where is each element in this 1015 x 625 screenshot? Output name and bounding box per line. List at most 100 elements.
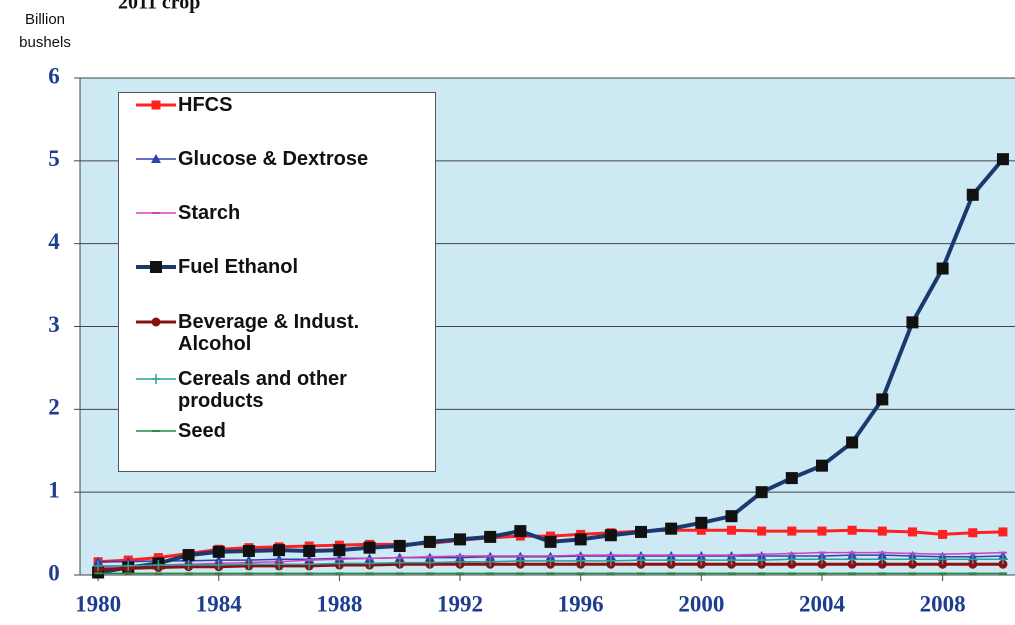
marker xyxy=(151,374,161,384)
marker xyxy=(455,556,466,567)
marker xyxy=(183,560,194,571)
marker xyxy=(696,555,707,566)
marker xyxy=(394,557,405,568)
marker xyxy=(151,317,161,327)
marker xyxy=(907,527,917,537)
y-tick-label: 0 xyxy=(48,560,60,585)
marker xyxy=(816,554,827,565)
marker xyxy=(605,555,616,566)
marker xyxy=(785,472,798,485)
y-tick-label: 6 xyxy=(48,63,60,88)
marker xyxy=(998,527,1008,537)
marker xyxy=(847,554,858,565)
marker xyxy=(907,554,918,565)
marker xyxy=(787,526,797,536)
marker xyxy=(604,529,617,542)
marker xyxy=(726,555,737,566)
x-tick-label: 1988 xyxy=(316,591,362,616)
marker xyxy=(877,526,887,536)
marker xyxy=(153,560,164,571)
marker xyxy=(757,526,767,536)
marker xyxy=(575,555,586,566)
marker xyxy=(213,560,224,571)
marker xyxy=(966,188,979,201)
marker xyxy=(544,535,557,548)
x-tick-label: 1996 xyxy=(558,591,604,616)
x-tick-label: 2000 xyxy=(678,591,724,616)
x-tick-label: 1992 xyxy=(437,591,483,616)
marker xyxy=(997,554,1008,565)
marker xyxy=(877,554,888,565)
marker xyxy=(876,393,889,406)
marker xyxy=(484,530,497,543)
marker xyxy=(243,559,254,570)
legend-symbol xyxy=(136,100,176,110)
marker xyxy=(333,544,346,557)
legend-symbol xyxy=(136,430,176,432)
x-tick-label: 2004 xyxy=(799,591,846,616)
marker xyxy=(212,545,225,558)
marker xyxy=(815,459,828,472)
y-tick-label: 1 xyxy=(48,477,60,502)
marker xyxy=(545,555,556,566)
legend-label: Glucose & Dextrose xyxy=(178,148,369,170)
legend-symbol xyxy=(136,261,176,273)
legend-label: Fuel Ethanol xyxy=(178,256,298,278)
marker xyxy=(756,555,767,566)
marker xyxy=(304,559,315,570)
marker xyxy=(695,516,708,529)
marker xyxy=(846,436,859,449)
marker xyxy=(123,560,134,571)
y-axis-label-1: Billion xyxy=(25,11,65,28)
marker xyxy=(786,554,797,565)
marker xyxy=(906,316,919,329)
y-tick-label: 3 xyxy=(48,312,60,337)
marker xyxy=(938,529,948,539)
y-axis-label-2: bushels xyxy=(19,34,71,51)
marker xyxy=(151,154,161,163)
marker xyxy=(515,555,526,566)
y-tick-label: 2 xyxy=(48,395,60,420)
marker xyxy=(150,261,162,273)
marker xyxy=(755,486,768,499)
marker xyxy=(424,557,435,568)
marker xyxy=(274,559,285,570)
marker xyxy=(514,525,527,538)
marker xyxy=(363,541,376,554)
marker xyxy=(666,555,677,566)
marker xyxy=(485,556,496,567)
y-tick-label: 5 xyxy=(48,146,60,171)
legend xyxy=(118,92,436,472)
marker xyxy=(996,153,1009,166)
marker xyxy=(242,544,255,557)
marker xyxy=(968,528,978,538)
marker xyxy=(151,100,161,110)
marker xyxy=(393,540,406,553)
marker xyxy=(725,510,738,523)
x-tick-label: 1984 xyxy=(196,591,243,616)
legend-label: Beverage & Indust. Alcohol xyxy=(178,311,360,355)
legend-label: Starch xyxy=(178,202,241,224)
legend-symbol xyxy=(136,374,176,384)
marker xyxy=(213,555,224,565)
marker xyxy=(665,522,678,535)
legend-symbol xyxy=(136,212,176,214)
legend-label: HFCS xyxy=(178,94,233,116)
marker xyxy=(182,549,195,562)
x-tick-label: 2008 xyxy=(920,591,966,616)
legend-symbol xyxy=(136,154,176,163)
marker xyxy=(423,535,436,548)
marker xyxy=(817,526,827,536)
marker xyxy=(273,544,286,557)
marker xyxy=(454,533,467,546)
marker xyxy=(635,525,647,538)
marker xyxy=(696,525,706,535)
marker xyxy=(334,558,345,569)
marker xyxy=(574,533,587,546)
marker xyxy=(93,560,104,571)
marker xyxy=(303,544,316,557)
subtitle: 2011 crop xyxy=(118,0,200,14)
marker xyxy=(726,525,736,535)
marker xyxy=(936,262,949,275)
